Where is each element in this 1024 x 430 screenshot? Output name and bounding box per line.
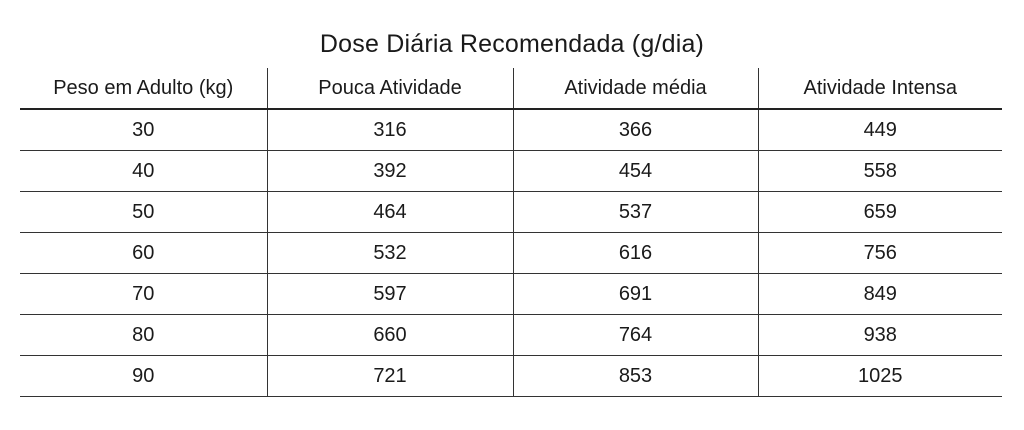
- cell-low-activity: 597: [266, 273, 513, 315]
- cell-weight: 40: [20, 150, 267, 192]
- cell-low-activity: 721: [266, 355, 513, 397]
- table-row: 60 532 616 756: [20, 232, 1002, 274]
- cell-low-activity: 464: [266, 191, 513, 233]
- cell-medium-activity: 764: [512, 314, 758, 356]
- table-title: Dose Diária Recomendada (g/dia): [319, 30, 705, 58]
- cell-medium-activity: 616: [512, 232, 758, 274]
- cell-weight: 50: [20, 191, 267, 233]
- cell-weight: 90: [20, 355, 267, 397]
- cell-weight: 70: [20, 273, 267, 315]
- table-row: 70 597 691 849: [20, 273, 1002, 315]
- header-medium-activity: Atividade média: [512, 68, 758, 110]
- cell-weight: 80: [20, 314, 267, 356]
- cell-intense-activity: 449: [757, 109, 1002, 151]
- cell-low-activity: 316: [266, 109, 513, 151]
- cell-low-activity: 532: [266, 232, 513, 274]
- table-row: 50 464 537 659: [20, 191, 1002, 233]
- cell-low-activity: 660: [266, 314, 513, 356]
- table-row: 90 721 853 1025: [20, 355, 1002, 397]
- cell-intense-activity: 1025: [757, 355, 1002, 397]
- cell-low-activity: 392: [266, 150, 513, 192]
- cell-medium-activity: 537: [512, 191, 758, 233]
- cell-intense-activity: 756: [757, 232, 1002, 274]
- header-weight: Peso em Adulto (kg): [20, 68, 267, 110]
- header-row: Peso em Adulto (kg) Pouca Atividade Ativ…: [20, 68, 1002, 110]
- cell-intense-activity: 558: [757, 150, 1002, 192]
- cell-medium-activity: 366: [512, 109, 758, 151]
- table-row: 40 392 454 558: [20, 150, 1002, 192]
- header-low-activity: Pouca Atividade: [266, 68, 513, 110]
- dosage-table: Peso em Adulto (kg) Pouca Atividade Ativ…: [20, 68, 1002, 397]
- header-intense-activity: Atividade Intensa: [757, 68, 1002, 110]
- cell-medium-activity: 454: [512, 150, 758, 192]
- cell-medium-activity: 691: [512, 273, 758, 315]
- cell-weight: 30: [20, 109, 267, 151]
- cell-weight: 60: [20, 232, 267, 274]
- cell-intense-activity: 938: [757, 314, 1002, 356]
- cell-intense-activity: 849: [757, 273, 1002, 315]
- cell-intense-activity: 659: [757, 191, 1002, 233]
- table-row: 30 316 366 449: [20, 109, 1002, 151]
- cell-medium-activity: 853: [512, 355, 758, 397]
- table-row: 80 660 764 938: [20, 314, 1002, 356]
